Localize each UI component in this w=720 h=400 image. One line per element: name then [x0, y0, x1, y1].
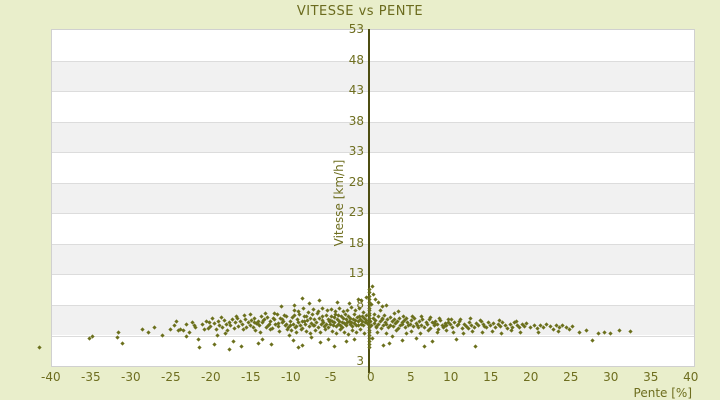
grid-band [52, 335, 694, 367]
x-tick-label: -15 [240, 370, 261, 384]
gridline [52, 304, 694, 306]
y-tick-label: 28 [348, 174, 364, 189]
x-tick-label: 20 [523, 370, 539, 384]
gridline [52, 243, 694, 245]
grid-band [52, 91, 694, 122]
x-tick-label: -10 [280, 370, 301, 384]
gridline [52, 274, 694, 276]
y-tick-label: 13 [348, 266, 364, 281]
y-tick-label: 18 [348, 235, 364, 250]
x-tick-label: 30 [603, 370, 619, 384]
data-point [377, 307, 383, 313]
y-tick-label: 33 [348, 144, 364, 159]
x-tick-label: -30 [120, 370, 141, 384]
gridline [52, 182, 694, 184]
y-tick-label: 23 [348, 205, 364, 220]
grid-band [52, 213, 694, 244]
gridline [52, 91, 694, 93]
y-tick-label: 8 [356, 296, 364, 311]
x-tick-label: 10 [443, 370, 459, 384]
grid-band [52, 121, 694, 153]
y-tick-label: 38 [348, 113, 364, 128]
gridline [52, 152, 694, 154]
x-tick-label: -25 [160, 370, 181, 384]
x-tick-label: -20 [200, 370, 221, 384]
gridline [52, 121, 694, 123]
x-tick-label: 40 [683, 370, 699, 384]
x-axis-title: Pente [%] [633, 386, 692, 400]
grid-band [52, 152, 694, 183]
x-tick-label: 25 [563, 370, 579, 384]
grid-band [52, 182, 694, 214]
y-tick-label: 48 [348, 52, 364, 67]
x-tick-label: 15 [483, 370, 499, 384]
gridline [52, 60, 694, 62]
x-tick-label: -35 [80, 370, 101, 384]
data-point [37, 345, 42, 350]
plot-area [51, 29, 695, 367]
data-point [119, 340, 125, 346]
grid-band [52, 60, 694, 92]
y-axis-min-label: 3 [356, 354, 364, 368]
x-tick-label: 35 [643, 370, 659, 384]
x-tick-label: -40 [40, 370, 61, 384]
y-tick-label: 43 [348, 83, 364, 98]
grid-band [52, 274, 694, 305]
y-tick-label: 53 [348, 22, 364, 36]
x-tick-label: -5 [324, 370, 337, 384]
gridline [52, 335, 694, 337]
grid-band [52, 243, 694, 275]
data-point [139, 326, 145, 332]
x-tick-label: 0 [366, 370, 375, 384]
x-tick-label: 5 [406, 370, 415, 384]
data-point [513, 318, 519, 324]
grid-band [52, 30, 694, 61]
chart-title: VITESSE vs PENTE [296, 4, 424, 19]
y-axis-title: Vitesse [km/h] [332, 159, 346, 247]
gridline [52, 213, 694, 215]
data-point [255, 340, 261, 346]
zero-pente-axis-line [368, 29, 370, 373]
